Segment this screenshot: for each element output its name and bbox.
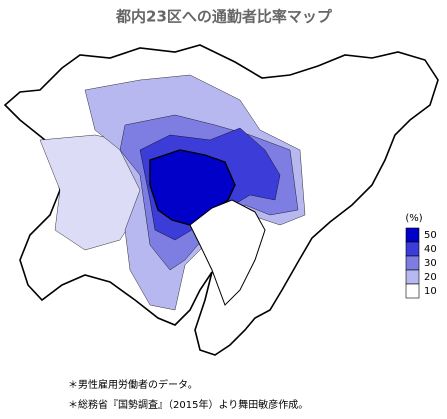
legend-swatch [405, 255, 420, 271]
legend-label: 30 [424, 258, 437, 269]
legend: (%) 50 40 30 20 10 [405, 213, 437, 299]
map [3, 44, 439, 356]
legend-swatch [405, 283, 420, 299]
legend-unit: (%) [405, 213, 422, 224]
map-title: 都内23区への通勤者比率マップ [115, 8, 333, 26]
tokyo-bay [189, 199, 266, 306]
legend-swatch [405, 227, 420, 243]
note: ＊総務省『国勢調査』（2015年）より舞田敏彦作成。 [68, 398, 308, 411]
legend-label: 40 [424, 244, 437, 255]
legend-items: 50 40 30 20 10 [405, 227, 437, 299]
legend-swatch [405, 269, 420, 285]
legend-swatch [405, 241, 420, 257]
legend-label: 50 [424, 230, 437, 241]
legend-label: 10 [424, 286, 437, 297]
note: ＊男性雇用労働者のデータ。 [68, 378, 198, 391]
legend-label: 20 [424, 272, 437, 283]
